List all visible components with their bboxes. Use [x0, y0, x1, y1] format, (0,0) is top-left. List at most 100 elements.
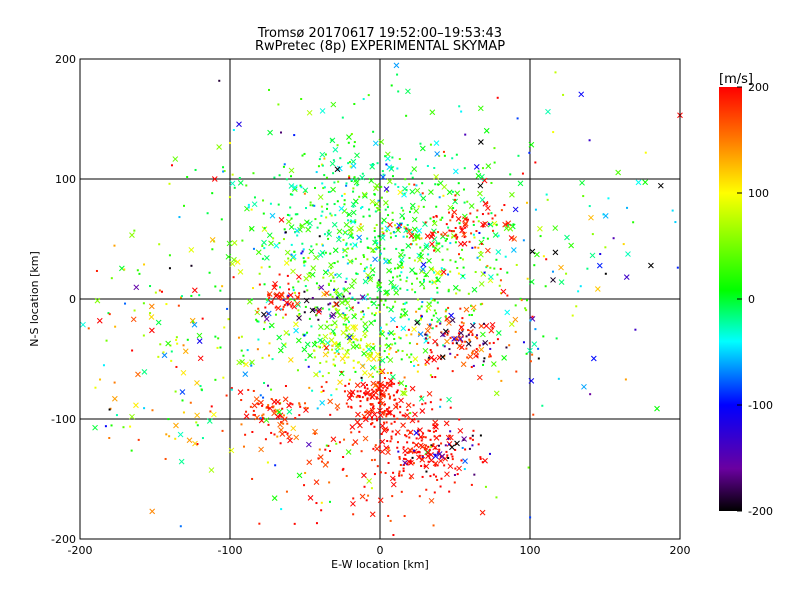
data-point	[485, 266, 488, 269]
data-point	[528, 151, 531, 154]
data-point	[372, 343, 375, 346]
data-point-x	[349, 424, 356, 430]
data-point	[429, 445, 432, 448]
data-point	[465, 335, 468, 338]
data-point-x	[424, 233, 431, 239]
data-point	[432, 245, 435, 248]
data-point-x	[462, 222, 469, 228]
data-point-x	[357, 422, 363, 429]
data-point-x	[420, 266, 426, 273]
data-point	[448, 348, 451, 351]
data-point	[509, 173, 512, 176]
chart-title: Tromsø 20170617 19:52:00–19:53:43	[257, 26, 502, 41]
data-point	[259, 394, 262, 397]
data-point	[456, 236, 459, 239]
data-point	[644, 151, 647, 154]
data-point	[349, 220, 352, 223]
data-point	[589, 393, 592, 396]
data-point	[445, 308, 448, 311]
data-point-x	[419, 408, 426, 414]
data-point	[439, 434, 442, 437]
data-point	[465, 347, 468, 350]
data-point-x	[308, 248, 315, 255]
data-point	[387, 461, 390, 464]
data-point-x	[531, 341, 538, 347]
data-point-x	[276, 334, 283, 341]
data-point	[272, 405, 275, 408]
data-point-x	[333, 301, 340, 307]
data-point	[332, 332, 335, 335]
data-point	[386, 206, 389, 209]
data-point	[428, 323, 431, 326]
data-point-x	[387, 409, 393, 416]
data-point-x	[411, 226, 418, 233]
data-point	[176, 342, 179, 345]
data-point	[489, 266, 492, 269]
data-point	[495, 223, 498, 226]
data-point	[351, 247, 354, 250]
data-point	[471, 350, 474, 353]
data-point	[247, 203, 250, 206]
data-point	[376, 370, 379, 373]
data-point-x	[269, 212, 276, 219]
colorbar-tick-label: -100	[748, 399, 773, 412]
data-point	[433, 271, 436, 274]
data-point	[261, 404, 264, 407]
data-point-x	[581, 383, 587, 390]
data-point-x	[470, 322, 476, 329]
data-point	[458, 222, 461, 225]
data-point	[108, 408, 111, 411]
data-point	[310, 325, 313, 328]
data-point	[539, 235, 542, 238]
data-point	[374, 239, 377, 242]
data-point	[421, 249, 424, 252]
data-point	[360, 376, 363, 379]
data-point	[384, 155, 387, 158]
data-point	[634, 328, 637, 331]
data-point	[434, 464, 437, 467]
data-point	[428, 336, 431, 339]
data-point	[375, 417, 378, 420]
data-point	[348, 297, 351, 300]
data-point	[296, 213, 299, 216]
data-point-x	[424, 327, 431, 334]
data-point-x	[322, 333, 329, 340]
data-point	[400, 474, 403, 477]
data-point	[381, 231, 384, 234]
data-point	[421, 182, 424, 185]
data-point	[676, 266, 679, 269]
data-point	[343, 192, 346, 195]
data-point	[335, 342, 338, 345]
scatter-points	[80, 62, 683, 537]
data-point-x	[261, 311, 267, 318]
data-point	[309, 226, 312, 229]
data-point-x	[277, 347, 284, 354]
data-point-x	[490, 361, 497, 367]
data-point-x	[416, 256, 423, 263]
data-point-x	[428, 457, 435, 464]
data-point	[445, 450, 448, 453]
y-tick-label: 200	[55, 53, 76, 66]
data-point	[382, 413, 385, 416]
data-point	[411, 282, 414, 285]
data-point-x	[477, 105, 484, 112]
data-point	[383, 409, 386, 412]
data-point	[347, 162, 350, 165]
data-point-x	[338, 205, 345, 212]
data-point	[470, 304, 473, 307]
data-point	[495, 496, 498, 499]
data-point-x	[435, 247, 441, 253]
data-point-x	[333, 287, 340, 294]
data-point-x	[379, 357, 386, 364]
data-point	[268, 325, 271, 328]
data-point	[447, 437, 450, 440]
data-point-x	[192, 440, 198, 447]
data-point	[370, 423, 373, 426]
data-point	[370, 351, 373, 354]
data-point	[309, 204, 312, 207]
data-point	[377, 401, 380, 404]
data-point	[353, 103, 356, 106]
data-point	[218, 79, 221, 82]
data-point	[458, 289, 461, 292]
data-point	[336, 408, 339, 411]
